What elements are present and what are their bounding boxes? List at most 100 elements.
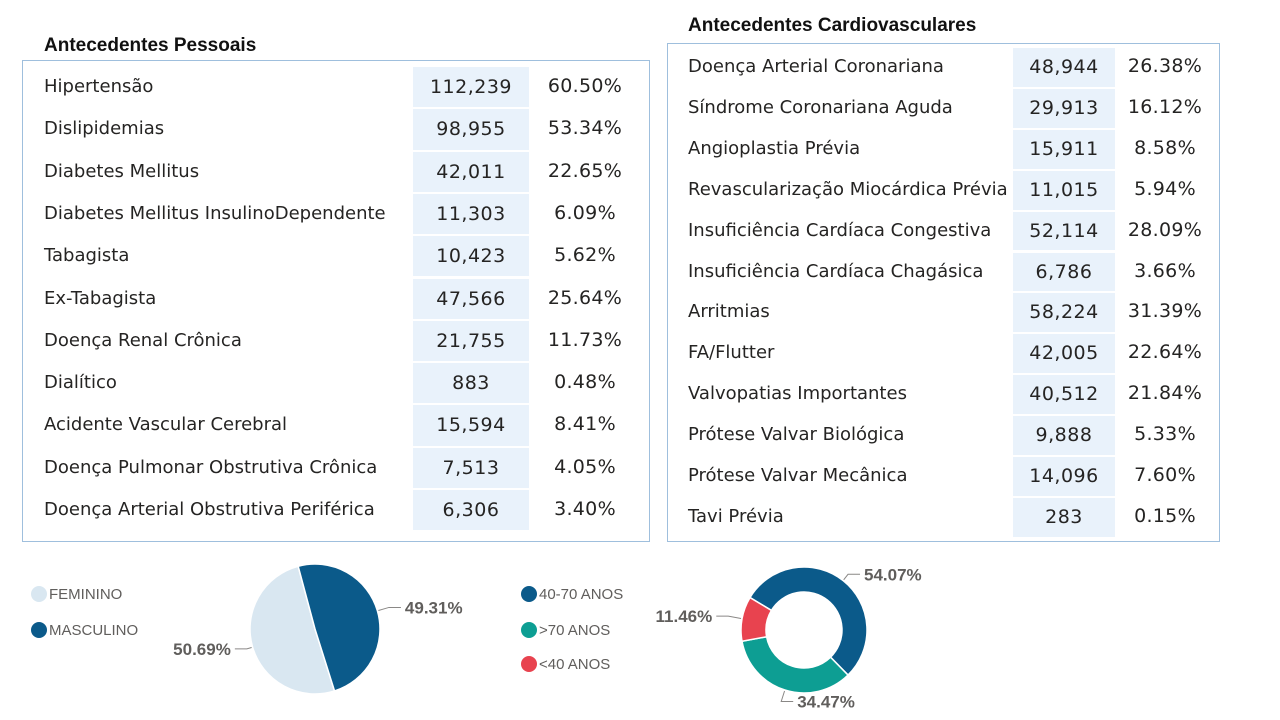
row-label: Síndrome Coronariana Aguda bbox=[688, 96, 953, 118]
data-label-40-70-anos: 54.07% bbox=[864, 565, 922, 584]
cardio-table: Doença Arterial Coronariana 48,944 26.38% S… bbox=[667, 43, 1220, 542]
table-row: Dislipidemias 98,955 53.34% bbox=[23, 109, 649, 151]
slice-40-70-anos bbox=[748, 566, 868, 677]
table-row: Insuficiência Cardíaca Chagásica 6,786 3.6… bbox=[668, 252, 1219, 294]
legend-label-40-70: 40-70 ANOS bbox=[539, 586, 624, 603]
cardio-title: Antecedentes Cardiovasculares bbox=[688, 15, 977, 36]
row-percent: 0.15% bbox=[1134, 504, 1196, 527]
legend-dot-40-70 bbox=[521, 586, 537, 602]
row-count: 11,015 bbox=[1013, 170, 1115, 210]
pessoais-table: Hipertensão 112,239 60.50% Dislipidemias 98,… bbox=[22, 60, 650, 542]
table-row: Dialítico 883 0.48% bbox=[23, 363, 649, 405]
row-percent: 25.64% bbox=[547, 286, 623, 309]
table-row: Doença Pulmonar Obstrutiva Crônica 7,513 4… bbox=[23, 447, 649, 490]
row-label: Tabagista bbox=[44, 245, 130, 267]
row-percent: 5.94% bbox=[1134, 177, 1196, 200]
table-row: Ex-Tabagista 47,566 25.64% bbox=[23, 278, 649, 321]
row-count: 21,755 bbox=[413, 320, 529, 362]
slice-40-anos bbox=[740, 596, 773, 643]
leader-line-40-70-anos bbox=[843, 573, 861, 581]
row-label: Dialítico bbox=[44, 372, 117, 394]
data-label-40-anos: 11.46% bbox=[656, 607, 713, 626]
table-row: Arritmias 58,224 31.39% bbox=[668, 293, 1219, 334]
row-label: Ex-Tabagista bbox=[44, 287, 157, 309]
legend-70-plus[interactable]: >70 ANOS bbox=[521, 622, 610, 639]
row-percent: 26.38% bbox=[1127, 55, 1203, 77]
row-count: 58,224 bbox=[1013, 293, 1115, 333]
row-count: 42,005 bbox=[1013, 334, 1115, 374]
row-percent: 22.64% bbox=[1127, 341, 1203, 364]
leader-line-40-anos bbox=[716, 615, 742, 619]
slice-feminino bbox=[249, 565, 336, 695]
table-row: Tavi Prévia 283 0.15% bbox=[668, 497, 1219, 539]
table-row: Acidente Vascular Cerebral 15,594 8.41% bbox=[23, 405, 649, 447]
legend-masculino[interactable]: MASCULINO bbox=[31, 622, 138, 639]
row-percent: 6.09% bbox=[554, 201, 616, 224]
data-label-feminino: 50.69% bbox=[173, 640, 231, 659]
row-label: Doença Arterial Obstrutiva Periférica bbox=[44, 499, 375, 520]
table-row: Doença Arterial Obstrutiva Periférica 6,3… bbox=[23, 490, 649, 532]
row-label: Dislipidemias bbox=[44, 118, 165, 140]
legend-label-masculino: MASCULINO bbox=[49, 622, 139, 639]
leader-line-masculino bbox=[378, 606, 401, 612]
row-count: 52,114 bbox=[1013, 211, 1115, 251]
row-percent: 60.50% bbox=[547, 75, 623, 97]
legend-feminino[interactable]: FEMININO bbox=[31, 586, 122, 603]
table-row: Angioplastia Prévia 15,911 8.58% bbox=[668, 129, 1219, 171]
row-count: 15,594 bbox=[413, 405, 529, 446]
row-label: Doença Renal Crônica bbox=[44, 329, 242, 351]
legend-dot-feminino bbox=[31, 586, 47, 602]
legend-label-feminino: FEMININO bbox=[49, 586, 123, 603]
row-label: Angioplastia Prévia bbox=[688, 137, 861, 159]
row-count: 29,913 bbox=[1013, 88, 1115, 128]
table-row: Diabetes Mellitus 42,011 22.65% bbox=[23, 151, 649, 194]
row-percent: 3.40% bbox=[554, 498, 616, 520]
legend-dot-70-plus bbox=[521, 622, 537, 638]
row-label: Doença Arterial Coronariana bbox=[688, 56, 944, 77]
row-label: FA/Flutter bbox=[688, 342, 775, 364]
row-label: Diabetes Mellitus InsulinoDependente bbox=[44, 202, 386, 224]
table-row: Revascularização Miocárdica Prévia 11,015… bbox=[668, 170, 1219, 212]
row-percent: 11.73% bbox=[547, 328, 623, 351]
row-percent: 8.58% bbox=[1134, 136, 1196, 159]
row-count: 6,306 bbox=[413, 490, 529, 531]
leader-line-70-anos bbox=[780, 690, 794, 702]
row-label: Tavi Prévia bbox=[688, 505, 784, 527]
pessoais-title: Antecedentes Pessoais bbox=[44, 35, 257, 56]
leader-line-feminino bbox=[234, 646, 252, 650]
row-label: Insuficiência Cardíaca Congestiva bbox=[688, 219, 992, 241]
slice-masculino bbox=[297, 563, 381, 692]
table-row: Diabetes Mellitus InsulinoDependente 11,3… bbox=[23, 193, 649, 236]
table-row: Tabagista 10,423 5.62% bbox=[23, 236, 649, 278]
row-label: Doença Pulmonar Obstrutiva Crônica bbox=[44, 456, 378, 478]
row-count: 47,566 bbox=[413, 278, 529, 319]
data-label-masculino: 49.31% bbox=[405, 598, 463, 617]
legend-dot-masculino bbox=[31, 622, 47, 638]
row-count: 48,944 bbox=[1013, 48, 1115, 87]
legend-40-70[interactable]: 40-70 ANOS bbox=[521, 586, 623, 603]
table-row: Insuficiência Cardíaca Congestiva 52,114 2… bbox=[668, 211, 1219, 253]
table-row: Prótese Valvar Biológica 9,888 5.33% bbox=[668, 416, 1219, 457]
row-count: 10,423 bbox=[413, 236, 529, 277]
table-row: Prótese Valvar Mecânica 14,096 7.60% bbox=[668, 457, 1219, 498]
legend-under-40[interactable]: <40 ANOS bbox=[521, 656, 610, 673]
row-percent: 8.41% bbox=[554, 413, 616, 436]
row-label: Revascularização Miocárdica Prévia bbox=[688, 178, 1008, 200]
row-count: 15,911 bbox=[1013, 129, 1115, 169]
table-row: Hipertensão 112,239 60.50% bbox=[23, 67, 649, 109]
legend-label-70-plus: >70 ANOS bbox=[539, 622, 611, 639]
row-count: 98,955 bbox=[413, 109, 529, 150]
row-count: 14,096 bbox=[1013, 457, 1115, 496]
row-label: Prótese Valvar Mecânica bbox=[688, 465, 908, 486]
table-row: Doença Arterial Coronariana 48,944 26.38% bbox=[668, 48, 1219, 89]
row-count: 9,888 bbox=[1013, 416, 1115, 455]
legend-label-under-40: <40 ANOS bbox=[539, 656, 611, 673]
row-label: Prótese Valvar Biológica bbox=[688, 424, 905, 446]
row-label: Valvopatias Importantes bbox=[688, 383, 907, 405]
row-count: 40,512 bbox=[1013, 375, 1115, 415]
data-label-70-anos: 34.47% bbox=[797, 692, 855, 711]
legend-dot-under-40 bbox=[521, 656, 537, 672]
table-row: Valvopatias Importantes 40,512 21.84% bbox=[668, 375, 1219, 416]
row-percent: 0.48% bbox=[554, 371, 616, 394]
row-percent: 53.34% bbox=[547, 117, 623, 140]
